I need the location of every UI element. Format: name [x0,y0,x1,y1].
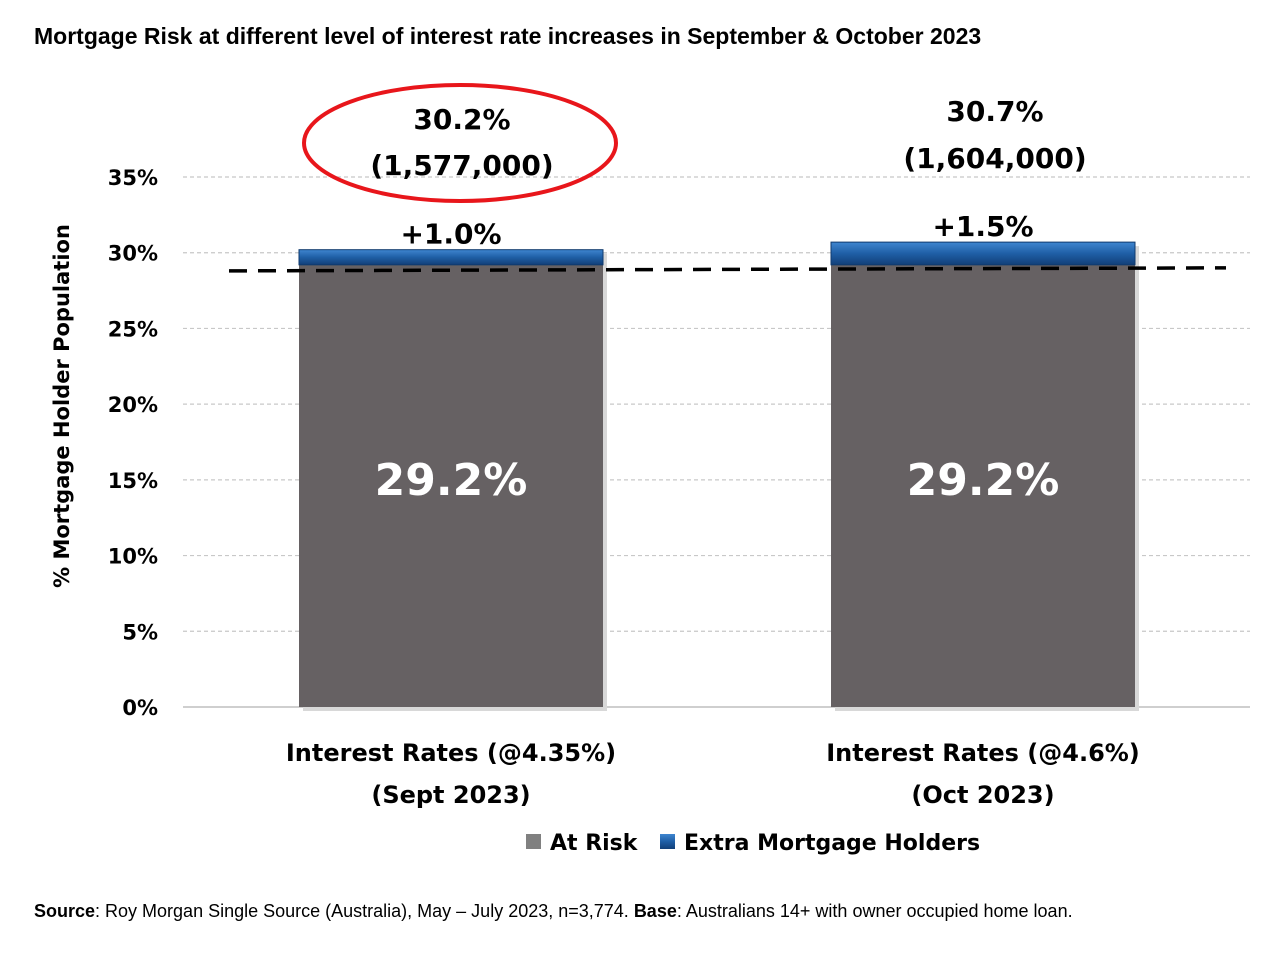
y-tick-label: 20% [108,393,158,417]
y-tick-label: 5% [122,620,158,644]
total-count-label: (1,604,000) [903,142,1086,175]
bar-extra-mortgage-holders [830,241,1136,266]
data-label-at-risk: 29.2% [907,455,1060,506]
y-tick-label: 35% [108,166,158,190]
legend: At Risk Extra Mortgage Holders [526,831,980,856]
x-axis: Interest Rates (@4.35%) (Sept 2023) Intere… [286,739,1140,809]
y-tick-label: 30% [108,242,158,266]
x-category-label: Interest Rates (@4.6%) [826,739,1140,767]
y-tick-label: 15% [108,469,158,493]
legend-swatch [526,834,541,849]
highlight-ellipse [302,83,618,203]
y-axis: 0% 5% 10% 15% 20% 25% 30% 35% [108,166,158,720]
x-category-label: (Sept 2023) [371,781,530,809]
y-axis-label: % Mortgage Holder Population [50,224,74,588]
bar-at-risk [299,264,603,707]
annotations: 29.2% +1.0% 30.2% (1,577,000) 29.2% +1.5% 30.7… [302,83,1087,506]
legend-label: At Risk [550,831,639,856]
data-label-at-risk: 29.2% [375,455,528,506]
bar-at-risk [831,264,1135,707]
legend-swatch [660,834,675,849]
bar-extra-mortgage-holders [298,249,604,266]
total-percent-label: 30.2% [413,103,510,136]
source-text: : Roy Morgan Single Source (Australia), … [95,901,634,921]
legend-label: Extra Mortgage Holders [684,831,980,856]
x-category-label: Interest Rates (@4.35%) [286,739,616,767]
base-label: Base [634,901,677,921]
y-tick-label: 10% [108,545,158,569]
chart-title: Mortgage Risk at different level of inte… [34,23,981,49]
bars [298,241,1139,711]
source-label: Source [34,901,95,921]
reference-line [228,266,1227,273]
total-count-label: (1,577,000) [370,149,553,182]
data-label-extra: +1.0% [400,218,501,251]
total-percent-label: 30.7% [946,95,1043,128]
y-tick-label: 0% [122,696,158,720]
reference-line-group [228,266,1227,273]
x-category-label: (Oct 2023) [911,781,1054,809]
source-note: Source: Roy Morgan Single Source (Austra… [34,901,1073,921]
data-label-extra: +1.5% [932,210,1033,243]
y-tick-label: 25% [108,317,158,341]
base-text: : Australians 14+ with owner occupied ho… [677,901,1073,921]
